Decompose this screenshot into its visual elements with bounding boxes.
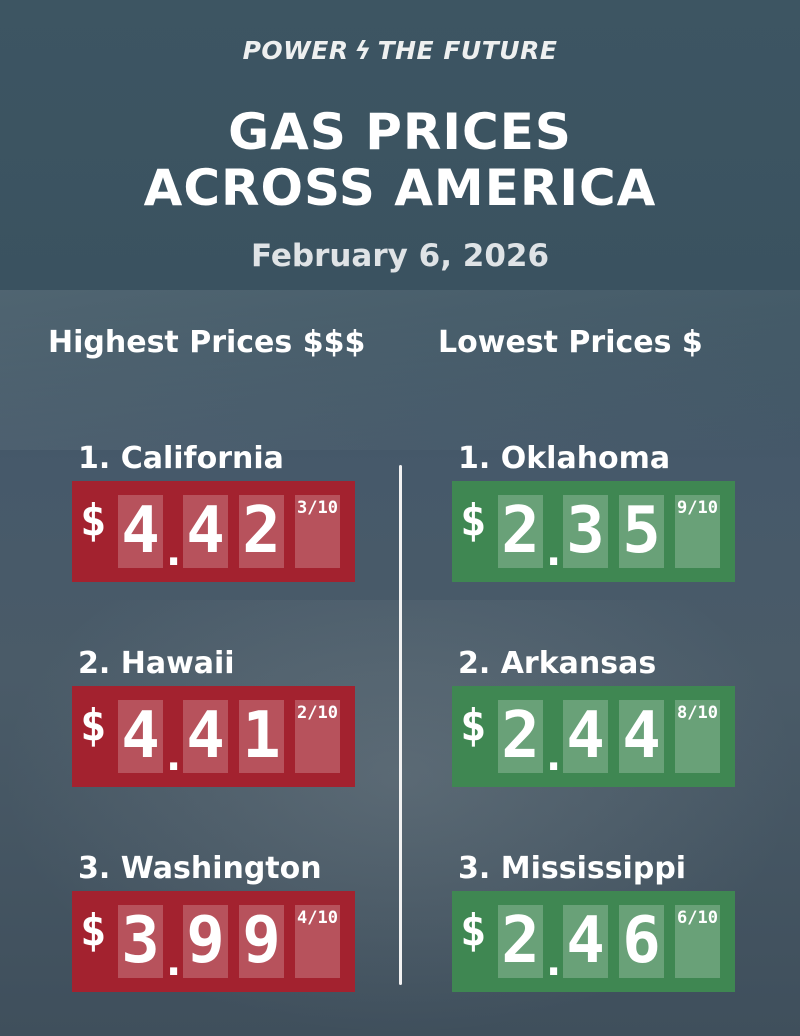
- price-digit: 3: [118, 905, 163, 978]
- price-fraction: 9/10: [675, 495, 720, 568]
- dollar-sign: $: [80, 905, 107, 956]
- lowest-heading: Lowest Prices $: [438, 325, 703, 360]
- decimal-point: .: [546, 939, 562, 985]
- price-digit: 4: [563, 905, 608, 978]
- price-board: $2 4 6. 6/10: [452, 891, 735, 992]
- price-board: $4 4 1. 2/10: [72, 686, 355, 787]
- state-name: 1. California: [78, 441, 284, 476]
- price-digit: 4: [183, 700, 228, 773]
- state-name: 3. Washington: [78, 851, 322, 886]
- logo-left: POWER: [242, 36, 349, 65]
- price-digit: 6: [619, 905, 664, 978]
- state-name: 2. Arkansas: [458, 646, 657, 681]
- price-digit: 9: [183, 905, 228, 978]
- price-digit: 4: [619, 700, 664, 773]
- highest-heading: Highest Prices $$$: [48, 325, 366, 360]
- dollar-sign: $: [80, 495, 107, 546]
- price-board: $4 4 2. 3/10: [72, 481, 355, 582]
- state-name: 2. Hawaii: [78, 646, 235, 681]
- price-board: $2 3 5. 9/10: [452, 481, 735, 582]
- date: February 6, 2026: [250, 238, 550, 274]
- price-fraction: 8/10: [675, 700, 720, 773]
- state-name: 1. Oklahoma: [458, 441, 671, 476]
- price-digit: 4: [183, 495, 228, 568]
- decimal-point: .: [166, 939, 182, 985]
- price-fraction: 4/10: [295, 905, 340, 978]
- divider: [399, 465, 402, 985]
- price-fraction: 6/10: [675, 905, 720, 978]
- price-digit: 2: [498, 495, 543, 568]
- decimal-point: .: [166, 734, 182, 780]
- price-digit: 4: [118, 700, 163, 773]
- price-digit: 4: [118, 495, 163, 568]
- decimal-point: .: [546, 734, 562, 780]
- dollar-sign: $: [80, 700, 107, 751]
- price-board: $2 4 4. 8/10: [452, 686, 735, 787]
- price-digit: 2: [498, 700, 543, 773]
- logo: POWER ϟ THE FUTURE: [0, 36, 800, 65]
- background-canopy: [0, 290, 800, 450]
- price-fraction: 2/10: [295, 700, 340, 773]
- logo-right: THE FUTURE: [377, 36, 558, 65]
- title-line-2: ACROSS AMERICA: [143, 159, 657, 217]
- dollar-sign: $: [460, 495, 487, 546]
- decimal-point: .: [166, 529, 182, 575]
- price-digit: 1: [239, 700, 284, 773]
- price-fraction: 3/10: [295, 495, 340, 568]
- price-digit: 2: [498, 905, 543, 978]
- price-digit: 4: [563, 700, 608, 773]
- state-name: 3. Mississippi: [458, 851, 687, 886]
- price-board: $3 9 9. 4/10: [72, 891, 355, 992]
- decimal-point: .: [546, 529, 562, 575]
- price-digit: 9: [239, 905, 284, 978]
- dollar-sign: $: [460, 905, 487, 956]
- price-digit: 2: [239, 495, 284, 568]
- dollar-sign: $: [460, 700, 487, 751]
- title-line-1: GAS PRICES: [228, 103, 572, 161]
- lightning-bolt-icon: ϟ: [354, 36, 372, 65]
- price-digit: 5: [619, 495, 664, 568]
- price-digit: 3: [563, 495, 608, 568]
